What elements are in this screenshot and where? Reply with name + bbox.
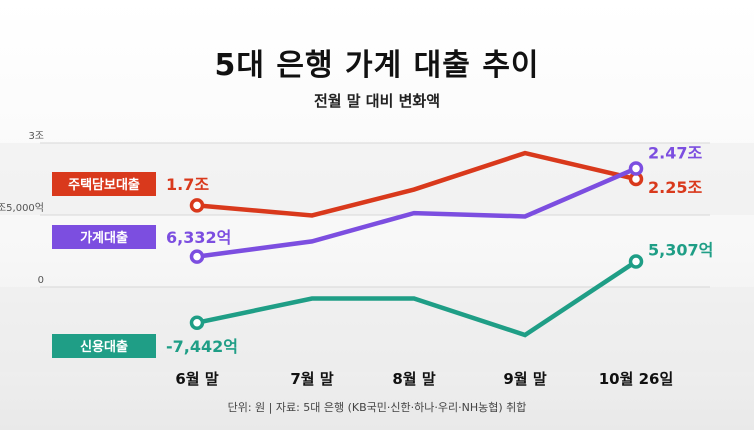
y-tick-label-1: 1조5,000억 — [0, 202, 44, 214]
legend-label-주택담보대출: 주택담보대출 — [68, 177, 140, 193]
end-value-label-주택담보대출: 2.25조 — [648, 178, 702, 197]
data-point-가계대출-0 — [189, 249, 205, 264]
data-point-신용대출-0 — [189, 315, 205, 330]
legend-label-신용대출: 신용대출 — [80, 339, 128, 355]
series-line-주택담보대출 — [196, 150, 637, 218]
x-tick-label-1: 7월 말 — [290, 370, 333, 388]
legend-label-가계대출: 가계대출 — [80, 230, 128, 246]
chart-title: 5대 은행 가계 대출 추이 — [214, 48, 540, 83]
x-tick-label-4: 10월 26일 — [599, 370, 674, 388]
data-point-신용대출-4 — [628, 254, 644, 269]
y-tick-label-2: 0 — [38, 275, 44, 286]
data-point-가계대출-4 — [628, 161, 644, 176]
start-value-label-주택담보대출: 1.7조 — [166, 175, 209, 194]
start-value-label-가계대출: 6,332억 — [166, 228, 231, 247]
end-value-label-신용대출: 5,307억 — [648, 241, 713, 260]
legend-tag-신용대출 — [52, 334, 156, 358]
chart-subtitle: 전월 말 대비 변화액 — [313, 92, 441, 110]
start-value-label-신용대출: -7,442억 — [166, 337, 238, 356]
data-point-주택담보대출-0 — [189, 198, 205, 213]
x-tick-label-2: 8월 말 — [392, 370, 435, 388]
x-tick-label-0: 6월 말 — [175, 370, 218, 388]
legend-tag-가계대출 — [52, 225, 156, 249]
source-footnote: 단위: 원 | 자료: 5대 은행 (KB국민·신한·하나·우리·NH농협) 취… — [227, 401, 527, 414]
series-line-가계대출 — [196, 166, 637, 259]
x-tick-label-3: 9월 말 — [503, 370, 546, 388]
y-tick-label-0: 3조 — [28, 131, 44, 142]
series-line-신용대출 — [196, 259, 638, 338]
legend-tag-주택담보대출 — [52, 172, 156, 196]
end-value-label-가계대출: 2.47조 — [648, 143, 702, 162]
